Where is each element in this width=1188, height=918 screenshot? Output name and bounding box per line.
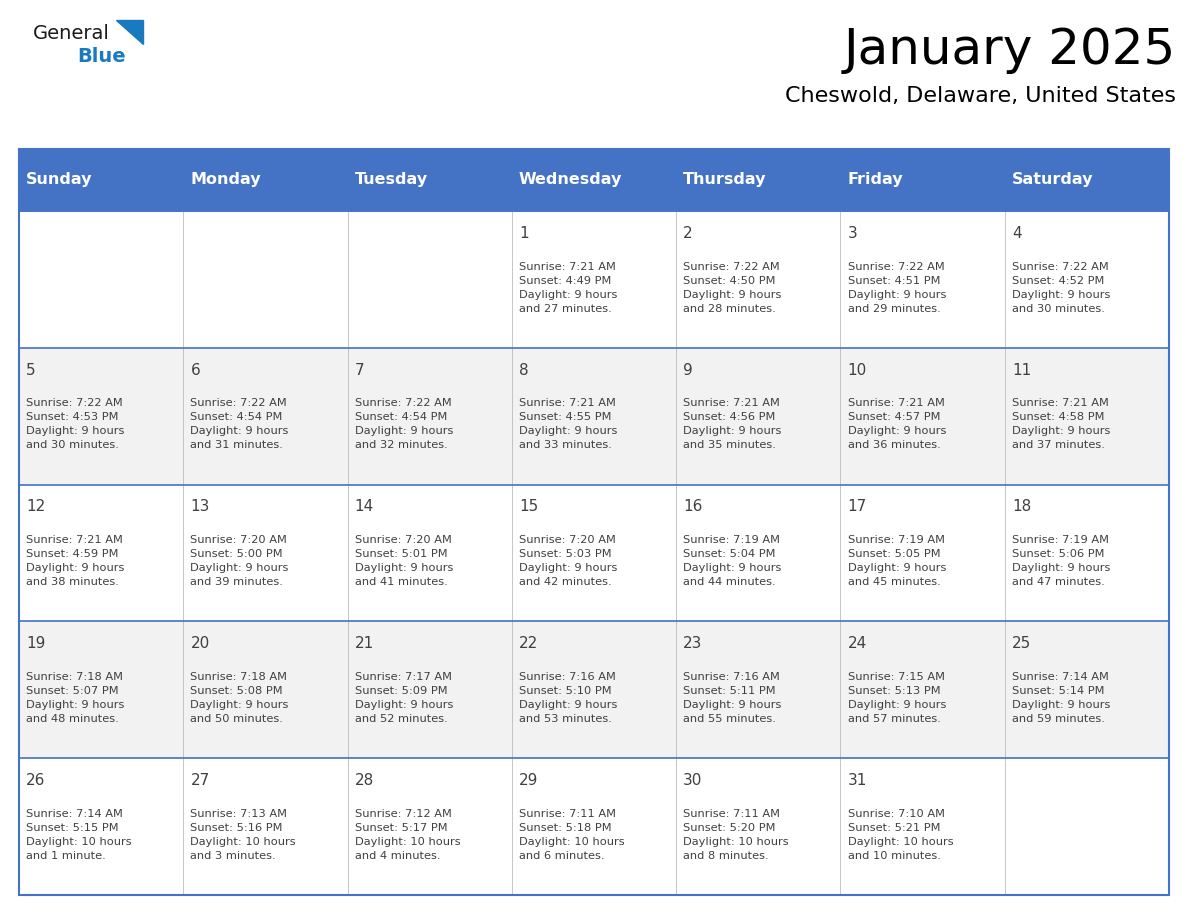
Text: 11: 11 — [1012, 363, 1031, 377]
Text: Saturday: Saturday — [1012, 173, 1093, 187]
Text: 17: 17 — [847, 499, 867, 514]
Text: January 2025: January 2025 — [843, 27, 1176, 74]
Text: Wednesday: Wednesday — [519, 173, 623, 187]
Polygon shape — [116, 20, 143, 44]
Text: Sunrise: 7:21 AM
Sunset: 4:59 PM
Daylight: 9 hours
and 38 minutes.: Sunrise: 7:21 AM Sunset: 4:59 PM Dayligh… — [26, 535, 125, 588]
Text: 6: 6 — [190, 363, 200, 377]
Bar — [19, 621, 1169, 758]
Text: Sunrise: 7:21 AM
Sunset: 4:58 PM
Daylight: 9 hours
and 37 minutes.: Sunrise: 7:21 AM Sunset: 4:58 PM Dayligh… — [1012, 398, 1111, 451]
Text: Sunrise: 7:14 AM
Sunset: 5:15 PM
Daylight: 10 hours
and 1 minute.: Sunrise: 7:14 AM Sunset: 5:15 PM Dayligh… — [26, 809, 132, 861]
Text: Sunrise: 7:22 AM
Sunset: 4:54 PM
Daylight: 9 hours
and 31 minutes.: Sunrise: 7:22 AM Sunset: 4:54 PM Dayligh… — [190, 398, 289, 451]
Text: 24: 24 — [847, 636, 867, 651]
Text: Sunrise: 7:22 AM
Sunset: 4:53 PM
Daylight: 9 hours
and 30 minutes.: Sunrise: 7:22 AM Sunset: 4:53 PM Dayligh… — [26, 398, 125, 451]
Text: 14: 14 — [355, 499, 374, 514]
Text: 2: 2 — [683, 226, 693, 241]
Text: Sunrise: 7:19 AM
Sunset: 5:05 PM
Daylight: 9 hours
and 45 minutes.: Sunrise: 7:19 AM Sunset: 5:05 PM Dayligh… — [847, 535, 946, 588]
Bar — [19, 211, 1169, 348]
Text: 10: 10 — [847, 363, 867, 377]
Text: Sunrise: 7:20 AM
Sunset: 5:01 PM
Daylight: 9 hours
and 41 minutes.: Sunrise: 7:20 AM Sunset: 5:01 PM Dayligh… — [355, 535, 453, 588]
Text: Sunrise: 7:16 AM
Sunset: 5:10 PM
Daylight: 9 hours
and 53 minutes.: Sunrise: 7:16 AM Sunset: 5:10 PM Dayligh… — [519, 672, 618, 724]
Bar — [840, 149, 1005, 211]
Text: Sunrise: 7:11 AM
Sunset: 5:18 PM
Daylight: 10 hours
and 6 minutes.: Sunrise: 7:11 AM Sunset: 5:18 PM Dayligh… — [519, 809, 625, 861]
Text: Blue: Blue — [77, 48, 126, 66]
Text: 29: 29 — [519, 773, 538, 788]
Bar — [19, 485, 1169, 621]
Text: 3: 3 — [847, 226, 858, 241]
Text: Sunrise: 7:22 AM
Sunset: 4:50 PM
Daylight: 9 hours
and 28 minutes.: Sunrise: 7:22 AM Sunset: 4:50 PM Dayligh… — [683, 262, 782, 314]
Text: Sunrise: 7:16 AM
Sunset: 5:11 PM
Daylight: 9 hours
and 55 minutes.: Sunrise: 7:16 AM Sunset: 5:11 PM Dayligh… — [683, 672, 782, 724]
Text: 31: 31 — [847, 773, 867, 788]
Text: Sunrise: 7:21 AM
Sunset: 4:57 PM
Daylight: 9 hours
and 36 minutes.: Sunrise: 7:21 AM Sunset: 4:57 PM Dayligh… — [847, 398, 946, 451]
Bar — [19, 758, 1169, 895]
Text: Sunrise: 7:19 AM
Sunset: 5:06 PM
Daylight: 9 hours
and 47 minutes.: Sunrise: 7:19 AM Sunset: 5:06 PM Dayligh… — [1012, 535, 1111, 588]
Text: Sunrise: 7:21 AM
Sunset: 4:56 PM
Daylight: 9 hours
and 35 minutes.: Sunrise: 7:21 AM Sunset: 4:56 PM Dayligh… — [683, 398, 782, 451]
Bar — [676, 149, 840, 211]
Text: 4: 4 — [1012, 226, 1022, 241]
Text: 7: 7 — [355, 363, 365, 377]
Text: Sunrise: 7:19 AM
Sunset: 5:04 PM
Daylight: 9 hours
and 44 minutes.: Sunrise: 7:19 AM Sunset: 5:04 PM Dayligh… — [683, 535, 782, 588]
Text: 9: 9 — [683, 363, 693, 377]
Text: 1: 1 — [519, 226, 529, 241]
Text: General: General — [33, 25, 110, 43]
Text: Thursday: Thursday — [683, 173, 766, 187]
Text: Sunrise: 7:18 AM
Sunset: 5:08 PM
Daylight: 9 hours
and 50 minutes.: Sunrise: 7:18 AM Sunset: 5:08 PM Dayligh… — [190, 672, 289, 724]
Text: 20: 20 — [190, 636, 209, 651]
Text: 25: 25 — [1012, 636, 1031, 651]
Text: Sunrise: 7:20 AM
Sunset: 5:03 PM
Daylight: 9 hours
and 42 minutes.: Sunrise: 7:20 AM Sunset: 5:03 PM Dayligh… — [519, 535, 618, 588]
Text: Friday: Friday — [847, 173, 903, 187]
Bar — [512, 149, 676, 211]
Text: Sunrise: 7:21 AM
Sunset: 4:49 PM
Daylight: 9 hours
and 27 minutes.: Sunrise: 7:21 AM Sunset: 4:49 PM Dayligh… — [519, 262, 618, 314]
Text: Sunrise: 7:14 AM
Sunset: 5:14 PM
Daylight: 9 hours
and 59 minutes.: Sunrise: 7:14 AM Sunset: 5:14 PM Dayligh… — [1012, 672, 1111, 724]
Text: Sunday: Sunday — [26, 173, 93, 187]
Text: 23: 23 — [683, 636, 702, 651]
Text: 16: 16 — [683, 499, 702, 514]
Bar — [19, 149, 1169, 895]
Bar — [1005, 149, 1169, 211]
Text: Sunrise: 7:11 AM
Sunset: 5:20 PM
Daylight: 10 hours
and 8 minutes.: Sunrise: 7:11 AM Sunset: 5:20 PM Dayligh… — [683, 809, 789, 861]
Text: 21: 21 — [355, 636, 374, 651]
Text: Sunrise: 7:17 AM
Sunset: 5:09 PM
Daylight: 9 hours
and 52 minutes.: Sunrise: 7:17 AM Sunset: 5:09 PM Dayligh… — [355, 672, 453, 724]
Text: 18: 18 — [1012, 499, 1031, 514]
Text: Tuesday: Tuesday — [355, 173, 428, 187]
Text: 26: 26 — [26, 773, 45, 788]
Text: Sunrise: 7:21 AM
Sunset: 4:55 PM
Daylight: 9 hours
and 33 minutes.: Sunrise: 7:21 AM Sunset: 4:55 PM Dayligh… — [519, 398, 618, 451]
Text: 22: 22 — [519, 636, 538, 651]
Text: Sunrise: 7:18 AM
Sunset: 5:07 PM
Daylight: 9 hours
and 48 minutes.: Sunrise: 7:18 AM Sunset: 5:07 PM Dayligh… — [26, 672, 125, 724]
Text: Sunrise: 7:15 AM
Sunset: 5:13 PM
Daylight: 9 hours
and 57 minutes.: Sunrise: 7:15 AM Sunset: 5:13 PM Dayligh… — [847, 672, 946, 724]
Text: Sunrise: 7:10 AM
Sunset: 5:21 PM
Daylight: 10 hours
and 10 minutes.: Sunrise: 7:10 AM Sunset: 5:21 PM Dayligh… — [847, 809, 953, 861]
Text: 8: 8 — [519, 363, 529, 377]
Text: Sunrise: 7:22 AM
Sunset: 4:51 PM
Daylight: 9 hours
and 29 minutes.: Sunrise: 7:22 AM Sunset: 4:51 PM Dayligh… — [847, 262, 946, 314]
Text: Sunrise: 7:22 AM
Sunset: 4:52 PM
Daylight: 9 hours
and 30 minutes.: Sunrise: 7:22 AM Sunset: 4:52 PM Dayligh… — [1012, 262, 1111, 314]
Text: Sunrise: 7:22 AM
Sunset: 4:54 PM
Daylight: 9 hours
and 32 minutes.: Sunrise: 7:22 AM Sunset: 4:54 PM Dayligh… — [355, 398, 453, 451]
Text: 15: 15 — [519, 499, 538, 514]
Text: 28: 28 — [355, 773, 374, 788]
Text: 19: 19 — [26, 636, 45, 651]
Text: Cheswold, Delaware, United States: Cheswold, Delaware, United States — [785, 86, 1176, 106]
Bar — [19, 348, 1169, 485]
Text: 12: 12 — [26, 499, 45, 514]
Text: Sunrise: 7:13 AM
Sunset: 5:16 PM
Daylight: 10 hours
and 3 minutes.: Sunrise: 7:13 AM Sunset: 5:16 PM Dayligh… — [190, 809, 296, 861]
Bar — [19, 149, 183, 211]
Text: Monday: Monday — [190, 173, 261, 187]
Bar — [183, 149, 348, 211]
Text: 13: 13 — [190, 499, 210, 514]
Text: Sunrise: 7:20 AM
Sunset: 5:00 PM
Daylight: 9 hours
and 39 minutes.: Sunrise: 7:20 AM Sunset: 5:00 PM Dayligh… — [190, 535, 289, 588]
Bar — [348, 149, 512, 211]
Text: Sunrise: 7:12 AM
Sunset: 5:17 PM
Daylight: 10 hours
and 4 minutes.: Sunrise: 7:12 AM Sunset: 5:17 PM Dayligh… — [355, 809, 460, 861]
Text: 27: 27 — [190, 773, 209, 788]
Text: 5: 5 — [26, 363, 36, 377]
Text: 30: 30 — [683, 773, 702, 788]
